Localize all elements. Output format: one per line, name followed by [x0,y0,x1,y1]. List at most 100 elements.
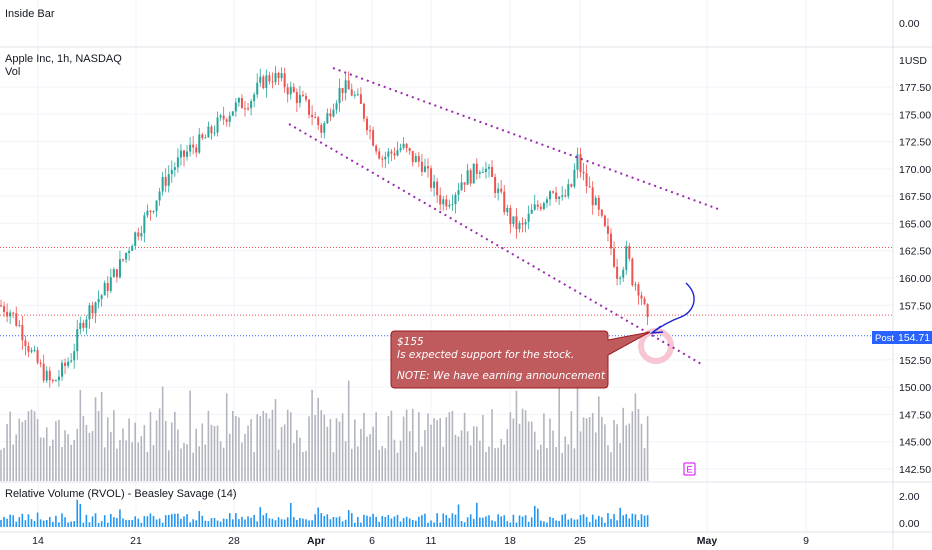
rvol-bar [137,518,140,527]
candle-body [0,305,2,307]
rvol-bar [24,520,27,527]
time-axis[interactable]: 14 21 28 Apr 6 11 18 25 May 9 [32,535,809,547]
channel-lower-line[interactable] [288,123,704,366]
rvol-bar [421,515,423,527]
time-axis-tick: 25 [574,535,586,547]
rvol-bar [387,515,390,527]
candle-body [411,150,414,163]
candle-body [222,115,225,120]
volume-bar [119,439,121,481]
time-axis-tick: 14 [32,535,44,547]
rvol-bar [204,520,207,527]
rvol-bar [390,518,393,527]
rvol-bar [503,515,506,527]
volume-bar [110,431,112,481]
rvol-bar [604,522,606,527]
candle-body [603,215,606,227]
volume-bar [183,442,185,481]
candle-body [536,204,539,207]
candle-body [286,87,289,95]
candle-body [521,222,524,225]
price-pane-title: Apple Inc, 1h, NASDAQ [5,53,122,65]
volume-bar [134,422,136,481]
volume-bar [500,438,502,481]
candle-body [570,184,573,187]
volume-bar [277,449,280,481]
candle-body [280,73,283,79]
candle-body [445,199,448,207]
volume-bar [375,412,377,481]
candle-body [140,233,143,237]
volume-bar [622,407,624,481]
candle-body [402,143,405,148]
rvol-bar [393,516,396,527]
callout-title: $155 [397,336,424,348]
volume-bar [49,445,51,481]
volume-bar [537,449,539,481]
candle-body [97,298,100,303]
volume-bar [36,419,39,481]
volume-bar [415,452,417,481]
volume-bar [445,417,448,481]
candle-body [619,277,622,279]
volume-bar [594,432,597,481]
candle-body [506,207,509,213]
reference-lines [0,246,893,337]
volume-bar [283,424,286,481]
candle-body [350,89,353,96]
price-axis-tick: 162.50 [899,246,931,258]
volume-bar [476,426,478,481]
volume-bar [543,413,545,481]
rvol-bar [558,520,560,527]
rvol-bar [88,522,91,527]
annotation-callout[interactable]: $155 Is expected support for the stock. … [390,330,651,389]
candle-body [240,98,243,109]
volume-bar [427,413,429,481]
candle-body [326,113,329,124]
candle-body [176,157,179,168]
channel-upper-line[interactable] [332,67,719,210]
candle-body [484,168,487,172]
volume-bar [384,448,387,481]
candle-body [369,130,372,132]
candle-body [384,156,387,160]
candle-body [625,246,628,270]
volume-bar [146,451,149,481]
time-axis-tick: 18 [504,535,516,547]
candle-body [353,94,356,96]
volume-bar [381,446,384,481]
rvol-bar [128,519,130,527]
candle-body [454,194,457,205]
currency-label: 1USD [899,55,927,67]
candle-body [15,313,18,326]
volume-bar [161,386,164,481]
volume-bar [0,449,2,481]
volume-bar [204,444,207,481]
rvol-bar [415,520,417,527]
volume-bar [338,421,341,481]
volume-bar [58,419,60,481]
last-price-tag[interactable]: Post 154.71 [872,331,932,344]
volume-bar [253,452,255,481]
volume-bar [222,447,225,481]
rvol-bar [628,518,631,527]
rvol-bar [64,517,66,527]
volume-bar [604,424,606,481]
rvol-bar [543,521,545,527]
earnings-event-marker[interactable] [683,462,696,476]
rvol-bar [472,518,475,527]
candle-body [274,72,277,83]
rvol-bar [45,520,48,527]
candle-body [439,195,442,205]
volume-bar [106,417,109,481]
candle-body [475,163,478,174]
rvol-bar [375,516,377,527]
price-axis[interactable]: 177.50 175.00 172.50 170.00 167.50 165.00 162.… [899,82,931,476]
candle-body [122,259,124,261]
candle-body [600,209,603,216]
volume-bar [411,408,414,481]
candle-body [579,154,582,172]
candle-body [256,82,259,95]
candle-body [491,167,494,177]
